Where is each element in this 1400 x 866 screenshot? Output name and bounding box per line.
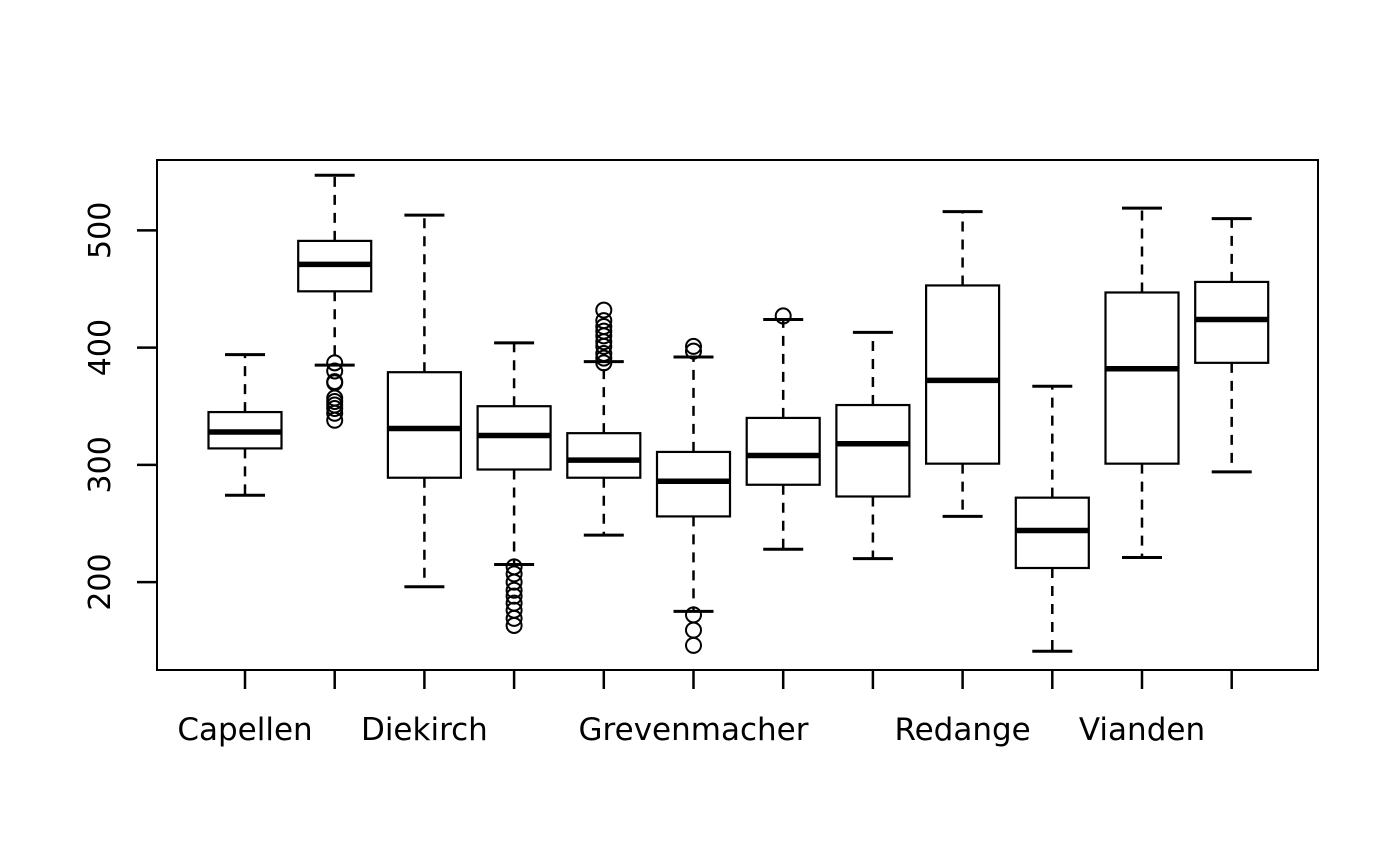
y-axis-tick-label: 500 [83,202,118,259]
box-iqr [745,416,821,486]
plot-border [156,159,1319,671]
box-iqr [835,403,911,498]
box-iqr [386,371,462,479]
box-iqr [1194,280,1270,364]
y-axis-tick-label: 400 [83,319,118,376]
outlier-point [326,411,344,429]
box-iqr [655,450,732,518]
outlier-point [595,327,613,345]
outlier-point [505,581,523,599]
outlier-point [595,354,613,372]
outlier-point [595,344,613,362]
box-group [1194,217,1270,474]
x-category-label: Redange [894,712,1030,748]
x-category-label: Capellen [177,712,312,748]
outlier-point [595,337,613,355]
outlier-point [595,333,613,351]
box-group [1014,384,1090,653]
outlier-point [685,342,702,360]
x-category-label: Diekirch [361,712,488,748]
box-group [655,337,732,654]
y-axis-tick-label: 300 [83,436,118,493]
box-group [386,213,462,589]
box-group [1104,206,1180,559]
box-iqr [924,284,1001,465]
x-category-label: Vianden [1079,712,1205,748]
outlier-point [505,609,523,627]
outlier-point [326,362,344,380]
outlier-point [326,400,344,418]
box-group [566,301,642,537]
outlier-point [326,404,344,422]
outlier-point [505,565,523,583]
y-axis-tick-label: 200 [83,553,118,610]
box-iqr [1104,291,1180,465]
box-group [745,307,821,551]
outlier-point [595,301,613,319]
outlier-point [685,337,702,355]
outlier-point [685,636,702,654]
outlier-point [505,616,523,634]
outlier-point [326,354,344,372]
x-category-label: Grevenmacher [579,712,809,748]
box-group [476,341,552,634]
box-iqr [566,432,642,479]
box-group [297,173,373,429]
outlier-point [595,349,613,367]
box-group [207,353,283,497]
box-group [835,330,911,561]
outlier-point [774,307,792,325]
box-group [924,210,1001,518]
